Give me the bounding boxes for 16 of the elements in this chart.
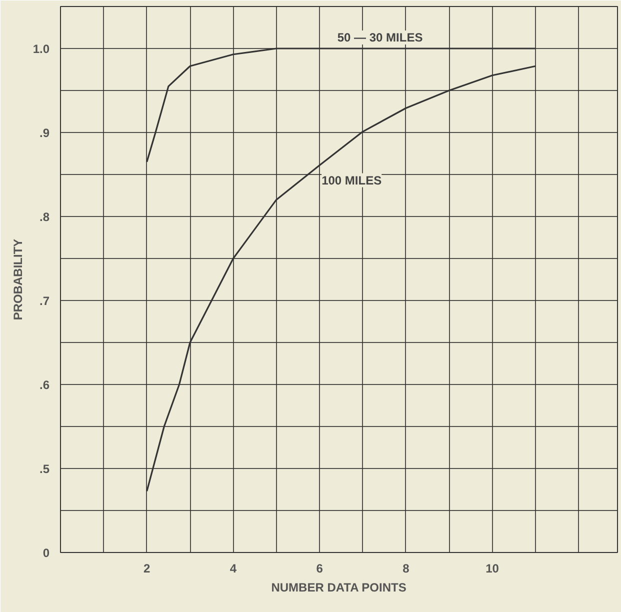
y-tick-label: .6 [39, 378, 50, 392]
x-tick-label: 10 [486, 562, 500, 576]
series-label: 100 MILES [322, 173, 382, 188]
y-tick-label: 1.0 [32, 42, 50, 56]
x-tick-label: 6 [316, 562, 324, 576]
series-label: 50 — 30 MILES [337, 30, 423, 44]
x-axis-title: NUMBER DATA POINTS [271, 580, 406, 594]
y-axis-title: PROBABILITY [10, 238, 25, 320]
y-tick-label: .9 [39, 126, 50, 140]
y-tick-label: .7 [39, 294, 50, 308]
x-tick-label: 2 [144, 562, 151, 576]
x-tick-label: 8 [402, 562, 410, 576]
y-tick-label: .8 [39, 210, 50, 224]
x-tick-label: 4 [230, 562, 237, 576]
y-tick-label: .5 [39, 462, 50, 476]
y-tick-label: 0 [42, 546, 50, 560]
